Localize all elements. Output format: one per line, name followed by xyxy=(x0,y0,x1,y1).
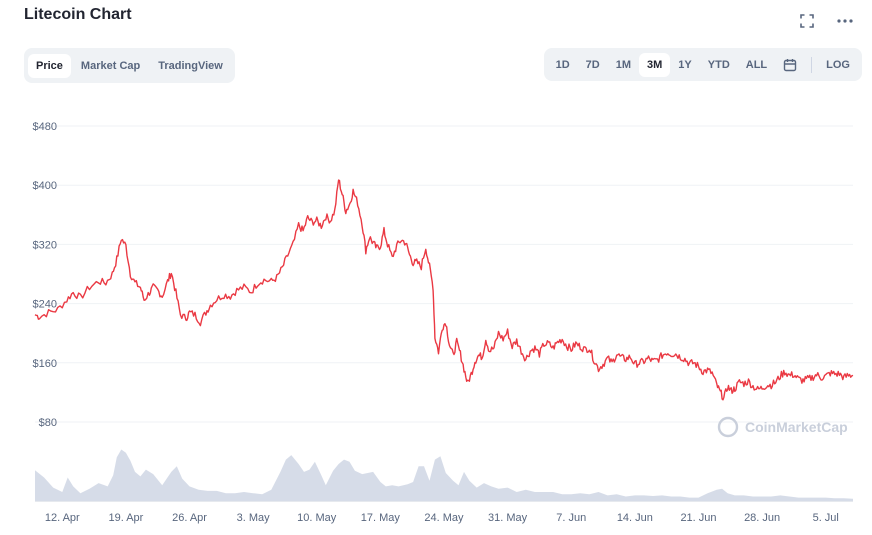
coinmarketcap-watermark: CoinMarketCap xyxy=(717,416,848,438)
y-tick-label: $320 xyxy=(33,239,57,251)
volume-area xyxy=(35,449,853,501)
x-tick-label: 3. May xyxy=(237,512,271,524)
fullscreen-icon[interactable] xyxy=(798,12,816,30)
x-tick-label: 28. Jun xyxy=(744,512,780,524)
range-all-button[interactable]: ALL xyxy=(745,58,768,71)
calendar-icon[interactable] xyxy=(775,54,805,76)
x-tick-label: 31. May xyxy=(488,512,528,524)
more-horizontal-icon[interactable] xyxy=(836,12,854,30)
coinmarketcap-logo-icon xyxy=(717,416,739,438)
range-1y-button[interactable]: 1Y xyxy=(678,58,692,71)
chart-type-tabs: Price Market Cap TradingView xyxy=(24,48,235,83)
range-1m-button[interactable]: 1M xyxy=(615,58,632,71)
y-tick-label: $80 xyxy=(39,417,57,429)
range-ytd-button[interactable]: YTD xyxy=(707,58,730,71)
tab-tradingview[interactable]: TradingView xyxy=(158,59,223,72)
x-tick-label: 14. Jun xyxy=(617,512,653,524)
x-tick-label: 21. Jun xyxy=(680,512,716,524)
x-tick-label: 5. Jul xyxy=(813,512,839,524)
x-tick-label: 12. Apr xyxy=(45,512,80,524)
tab-market-cap[interactable]: Market Cap xyxy=(80,59,141,72)
x-tick-label: 26. Apr xyxy=(172,512,207,524)
x-tick-label: 10. May xyxy=(297,512,337,524)
x-tick-label: 19. Apr xyxy=(108,512,143,524)
divider xyxy=(811,56,813,73)
price-line xyxy=(34,179,854,401)
range-1d-button[interactable]: 1D xyxy=(555,58,570,71)
x-tick-label: 17. May xyxy=(361,512,401,524)
x-tick-label: 24. May xyxy=(424,512,464,524)
x-tick-label: 7. Jun xyxy=(556,512,586,524)
y-tick-label: $400 xyxy=(33,180,57,192)
y-tick-label: $240 xyxy=(33,299,57,311)
watermark-text: CoinMarketCap xyxy=(745,419,848,435)
y-tick-label: $160 xyxy=(33,358,57,370)
page-title: Litecoin Chart xyxy=(24,6,132,23)
time-range-selector: 1D 7D 1M 3M 1Y YTD ALL LOG xyxy=(543,48,862,81)
range-7d-button[interactable]: 7D xyxy=(585,58,600,71)
top-actions xyxy=(798,12,854,30)
y-tick-label: $480 xyxy=(33,121,57,133)
log-scale-toggle[interactable]: LOG xyxy=(826,58,850,71)
range-3m-button[interactable]: 3M xyxy=(639,52,671,77)
tab-price[interactable]: Price xyxy=(28,53,71,78)
